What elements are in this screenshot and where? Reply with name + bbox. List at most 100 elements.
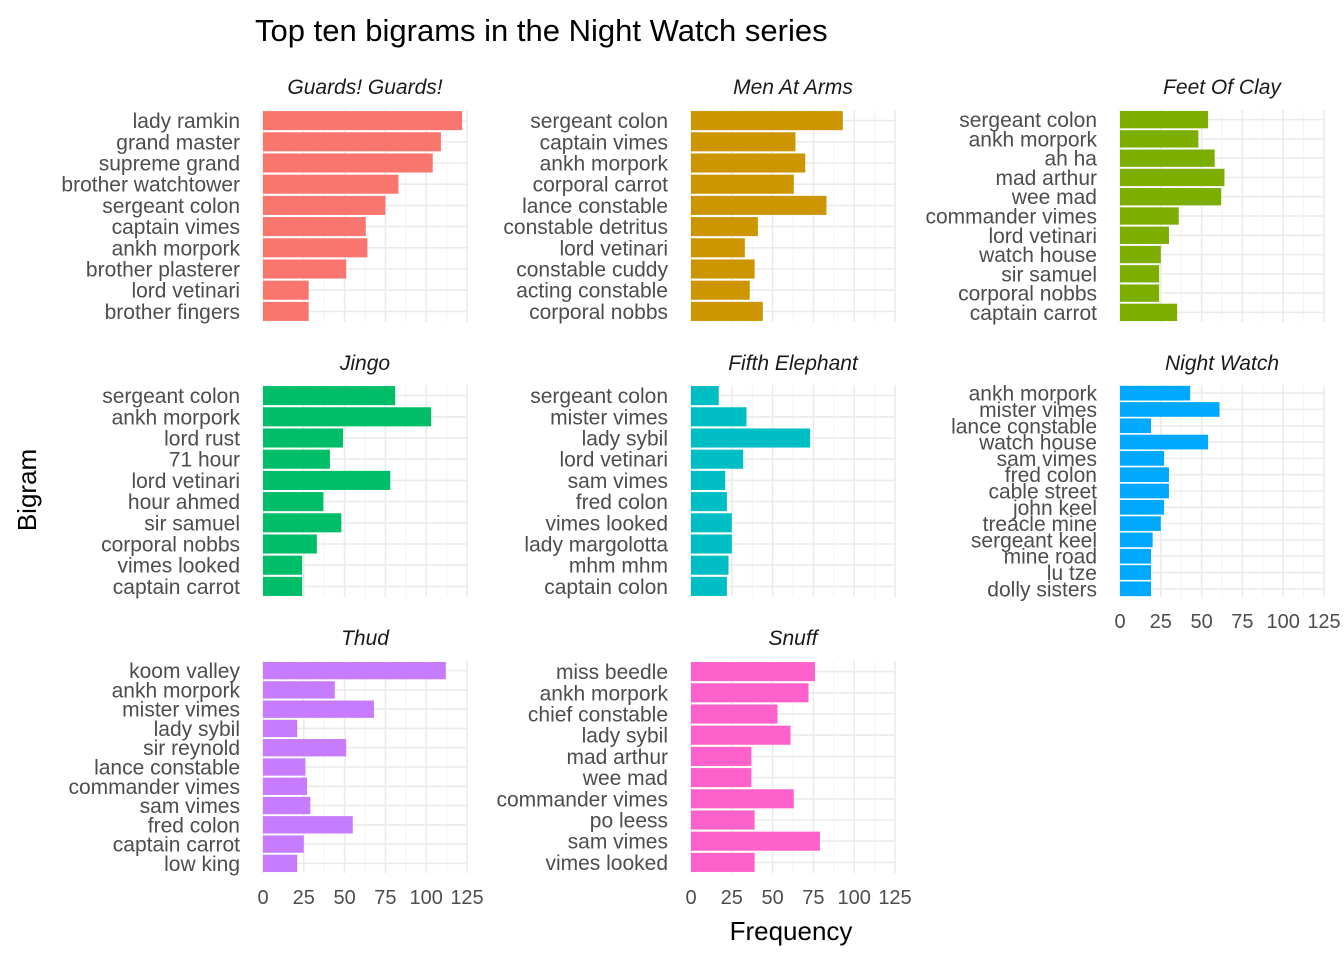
- bar: [263, 534, 317, 554]
- bar: [263, 280, 309, 300]
- bar: [691, 555, 729, 575]
- category-label: lance constable: [522, 195, 668, 218]
- category-label: sergeant colon: [959, 109, 1097, 132]
- bar: [691, 704, 778, 724]
- category-label: fred colon: [1005, 464, 1097, 487]
- category-label: brother fingers: [105, 301, 240, 324]
- bar: [691, 407, 747, 427]
- bar: [1120, 516, 1161, 531]
- category-label: sir reynold: [143, 737, 240, 760]
- bar: [263, 132, 441, 152]
- category-label: low king: [164, 853, 240, 876]
- category-label: captain carrot: [113, 576, 240, 599]
- bar: [1120, 548, 1152, 564]
- category-label: commander vimes: [925, 206, 1097, 229]
- category-label: koom valley: [129, 660, 240, 683]
- category-label: sir samuel: [144, 512, 240, 535]
- category-label: mine road: [1004, 546, 1097, 569]
- x-tick-label: 25: [721, 887, 743, 909]
- category-label: lance constable: [94, 757, 240, 780]
- bar: [263, 301, 309, 321]
- category-label: lord vetinari: [559, 449, 668, 472]
- category-label: captain vimes: [540, 131, 668, 154]
- bar: [263, 492, 324, 512]
- bar: [1120, 499, 1165, 515]
- x-tick-label: 0: [1114, 611, 1125, 633]
- bar: [691, 238, 745, 258]
- bar: [691, 301, 763, 321]
- bar: [691, 111, 843, 131]
- category-label: sergeant keel: [971, 529, 1097, 552]
- bar: [691, 280, 750, 300]
- category-label: 71 hour: [169, 449, 240, 472]
- bar: [263, 470, 391, 490]
- category-label: hour ahmed: [128, 491, 240, 514]
- category-label: cable street: [988, 481, 1097, 504]
- bar: [1120, 581, 1152, 597]
- bar: [263, 386, 396, 406]
- category-label: wee mad: [1011, 186, 1097, 209]
- x-tick-label: 75: [374, 887, 396, 909]
- category-label: ankh morpork: [112, 237, 241, 260]
- category-label: ankh morpork: [969, 383, 1098, 406]
- bar: [691, 576, 727, 596]
- category-label: mad arthur: [995, 167, 1097, 190]
- bar: [1120, 226, 1169, 244]
- x-tick-label: 100: [838, 887, 871, 909]
- bar: [263, 407, 432, 427]
- category-label: chief constable: [528, 704, 668, 727]
- bar: [263, 111, 463, 131]
- strip-label: Snuff: [768, 627, 819, 650]
- strip-label: Fifth Elephant: [728, 352, 859, 375]
- category-label: corporal nobbs: [101, 534, 240, 557]
- bar: [1120, 418, 1152, 434]
- category-label: commander vimes: [68, 776, 240, 799]
- category-label: lord vetinari: [559, 237, 668, 260]
- bar: [263, 739, 347, 757]
- category-label: po leess: [590, 810, 668, 833]
- category-label: commander vimes: [496, 788, 668, 811]
- category-label: captain colon: [544, 576, 668, 599]
- category-label: lance constable: [951, 415, 1097, 438]
- x-tick-label: 100: [1267, 611, 1300, 633]
- bar: [263, 777, 308, 795]
- category-label: fred colon: [576, 491, 668, 514]
- bar: [1120, 110, 1209, 129]
- x-tick-label: 75: [802, 887, 824, 909]
- category-label: lady sybil: [154, 718, 240, 741]
- category-label: sergeant colon: [530, 385, 668, 408]
- category-label: sam vimes: [140, 795, 240, 818]
- bar: [691, 153, 806, 173]
- category-label: miss beedle: [556, 661, 668, 684]
- bar: [263, 513, 342, 533]
- bar: [1120, 188, 1222, 206]
- bar: [691, 195, 827, 215]
- category-label: corporal carrot: [533, 174, 669, 197]
- category-label: brother plasterer: [86, 259, 240, 282]
- category-label: corporal nobbs: [958, 283, 1097, 306]
- bar: [263, 153, 433, 173]
- bar: [691, 513, 732, 533]
- x-tick-label: 100: [410, 887, 443, 909]
- bar: [691, 449, 744, 469]
- bar: [691, 492, 727, 512]
- bar: [263, 217, 366, 237]
- bar: [1120, 130, 1199, 148]
- bar: [1120, 483, 1169, 499]
- bar: [691, 174, 794, 194]
- category-label: vimes looked: [117, 555, 240, 578]
- bar: [263, 555, 303, 575]
- x-tick-label: 125: [450, 887, 483, 909]
- bar: [263, 661, 446, 680]
- category-label: ankh morpork: [540, 153, 669, 176]
- category-label: sam vimes: [568, 470, 668, 493]
- bar: [263, 719, 298, 738]
- category-label: watch house: [978, 432, 1097, 455]
- bar: [691, 428, 811, 448]
- strip-label: Thud: [341, 627, 390, 650]
- bar: [263, 259, 347, 279]
- category-label: john keel: [1012, 497, 1097, 520]
